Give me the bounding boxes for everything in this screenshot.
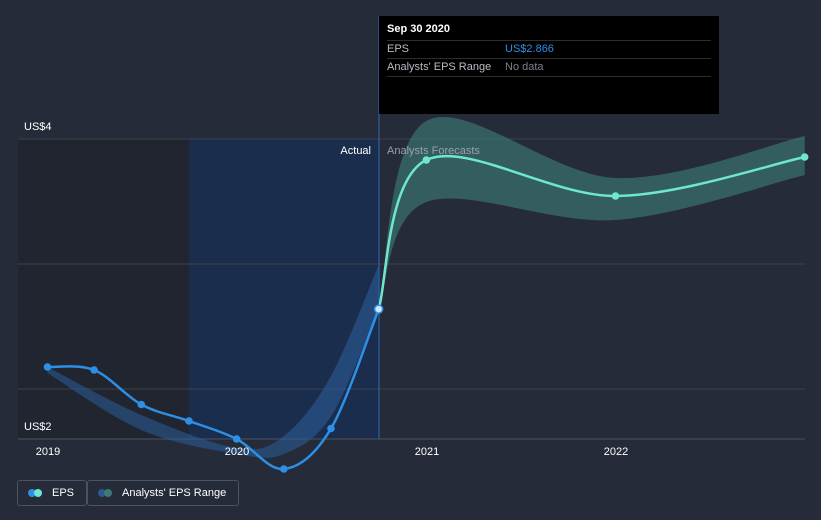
tooltip-eps-value: US$2.866 [505,43,554,55]
tooltip-spacer [387,76,711,99]
eps-point-forecast-2 [611,192,620,200]
eps-line-forecast [377,154,806,311]
y-tick-label-bottom: US$2 [24,421,52,433]
tooltip-date: Sep 30 2020 [387,23,450,35]
eps-range-band-forecast [378,117,805,310]
eps-point-actual-2 [137,400,146,409]
tooltip: Sep 30 2020 EPS US$2.866 Analysts' EPS R… [379,16,719,114]
x-tick-label-2021: 2021 [414,446,440,458]
tooltip-eps-label: EPS [387,43,410,55]
eps-point-actual-3 [185,417,193,425]
legend-eps[interactable]: EPS [17,480,88,506]
actual-label: Actual [340,145,371,157]
forecast-label: Analysts Forecasts [387,145,480,157]
eps-points [43,153,809,473]
legend-eps-range[interactable]: Analysts' EPS Range [87,480,240,506]
eps-point-actual-0 [43,363,52,371]
legend-eps-label: EPS [52,487,75,499]
tooltip-range-label: Analysts' EPS Range [387,61,492,73]
eps-lines [46,154,806,471]
tooltip-row-eps: EPS US$2.866 [387,40,711,58]
tooltip-row-range: Analysts' EPS Range No data [387,58,711,76]
x-tick-label-2019: 2019 [35,446,61,458]
eps-point-forecast-1 [422,156,431,164]
legend-eps-swatch [28,489,44,497]
eps-point-actual-7 [373,304,384,314]
eps-point-actual-4 [232,435,241,443]
eps-point-actual-5 [280,465,288,473]
x-tick-label-2022: 2022 [603,446,629,458]
eps-point-forecast-3 [800,153,809,161]
eps-point-actual-1 [90,366,98,374]
eps-range-bands [47,117,805,458]
past-shade-dark [18,139,189,439]
eps-line-actual [46,307,380,471]
legend-eps-range-label: Analysts' EPS Range [122,487,227,499]
x-tick-label-2020: 2020 [224,446,250,458]
eps-point-actual-6 [327,424,335,433]
legend-eps-range-swatch [98,489,114,497]
past-highlight [189,139,379,439]
y-tick-label-top: US$4 [24,121,52,133]
tooltip-range-value: No data [505,61,544,73]
